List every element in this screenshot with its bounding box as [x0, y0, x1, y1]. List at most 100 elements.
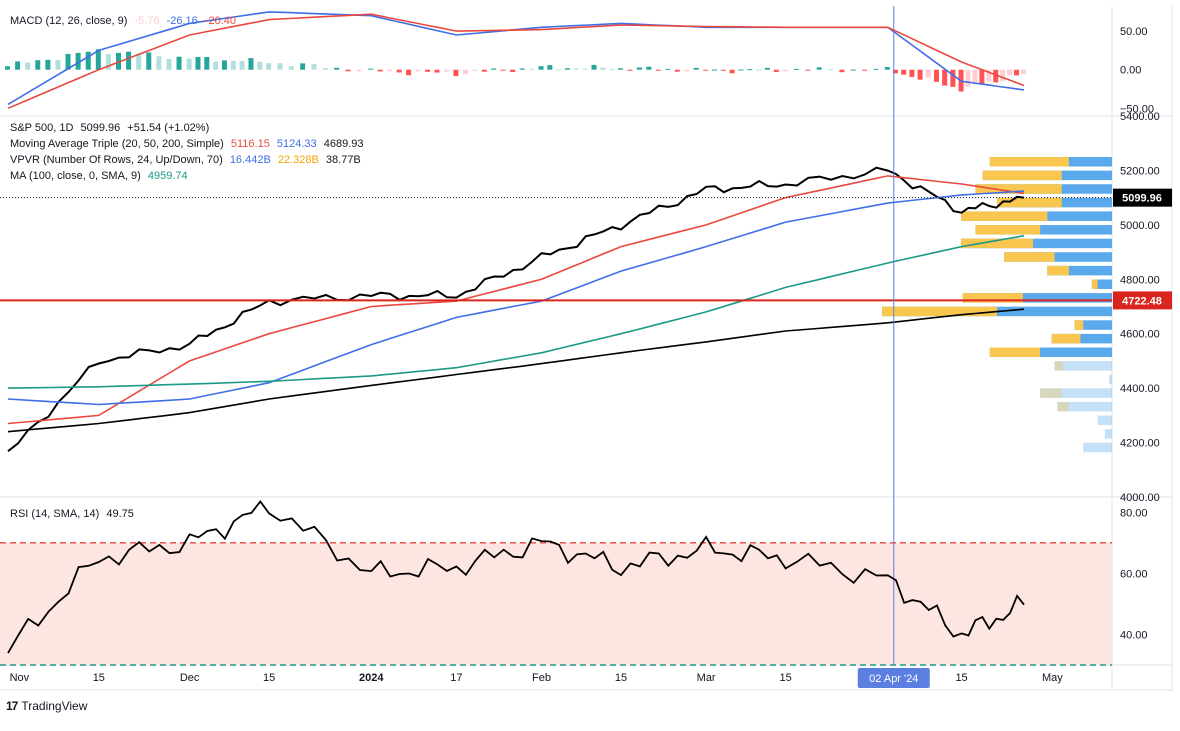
macd-histogram-bar [146, 52, 152, 70]
macd-histogram-bar [816, 67, 822, 70]
macd-histogram-bar [805, 69, 811, 71]
macd-histogram-bar [126, 51, 132, 70]
macd-histogram-bar [45, 59, 51, 70]
vpvr-bar-up [962, 293, 1023, 303]
vpvr-bar-up [1051, 333, 1081, 344]
price-tick-label: 5200.00 [1120, 165, 1160, 177]
macd-histogram-bar [166, 58, 172, 70]
mat-200-value: 4689.93 [323, 138, 364, 150]
macd-histogram-bar [609, 69, 615, 71]
vpvr-bar-up [1004, 252, 1055, 262]
crosshair-date-badge: 02 Apr '24 [869, 673, 918, 685]
macd-histogram-bar [862, 69, 868, 71]
macd-histogram-bar [481, 69, 487, 72]
price-tick-label: 4200.00 [1120, 438, 1160, 450]
macd-histogram-bar [443, 69, 449, 72]
rsi-legend-title: RSI (14, SMA, 14) [10, 508, 100, 520]
macd-line-value: -26.16 [166, 15, 198, 27]
macd-histogram-bar [972, 69, 978, 84]
macd-legend: MACD (12, 26, close, 9) -5.76 -26.16 -20… [10, 13, 240, 29]
macd-histogram-bar [204, 57, 210, 70]
vpvr-bar-down [1091, 279, 1112, 289]
macd-histogram-bar [646, 66, 652, 70]
vpvr-bar-down [1047, 265, 1112, 276]
last-price: 5099.96 [80, 122, 121, 134]
macd-histogram-bar [1007, 69, 1013, 76]
vpvr-bar-down [1109, 374, 1112, 385]
macd-histogram-bar [453, 69, 459, 77]
macd-histogram-bar [1000, 69, 1006, 82]
macd-histogram-bar [600, 67, 606, 70]
vpvr-bar-up [982, 170, 1062, 181]
vpvr-bar-down [1051, 333, 1112, 344]
price-tick-label: 5400.00 [1120, 111, 1160, 123]
macd-histogram-bar [176, 56, 182, 70]
macd-signal-value: -20.40 [204, 15, 237, 27]
macd-histogram-bar [213, 61, 219, 70]
macd-histogram-bar [925, 69, 931, 78]
rsi-tick-label: 60.00 [1120, 568, 1148, 580]
macd-histogram-bar [35, 60, 41, 70]
mat-20-value: 5116.15 [230, 138, 270, 150]
vpvr-bar-up [997, 197, 1062, 208]
level-price-badge: 4722.48 [1122, 295, 1162, 307]
macd-legend-title: MACD (12, 26, close, 9) [10, 15, 128, 27]
macd-histogram-bar [105, 54, 111, 70]
x-tick-label: 15 [263, 672, 275, 684]
macd-histogram-bar [828, 69, 834, 71]
macd-histogram-bar [472, 69, 478, 72]
macd-histogram-bar [892, 69, 898, 74]
macd-histogram-bar [500, 69, 506, 71]
x-tick-label: 15 [779, 672, 791, 684]
macd-histogram-bar [368, 68, 374, 70]
macd-histogram-bar [95, 49, 101, 70]
macd-histogram-bar [573, 68, 579, 70]
macd-histogram-bar [65, 53, 71, 70]
macd-histogram-bar [491, 68, 497, 70]
macd-histogram-bar [239, 61, 245, 70]
vpvr-bar-down [1054, 361, 1112, 371]
macd-histogram-bar [839, 69, 845, 73]
crosshair-date-badge-bg [857, 668, 930, 688]
macd-histogram-bar [901, 69, 907, 75]
macd-histogram-bar [720, 69, 726, 71]
x-tick-label: 2024 [359, 672, 384, 684]
macd-histogram-bar [756, 69, 762, 71]
macd-histogram-bar [75, 52, 81, 70]
macd-histogram-bar [377, 69, 383, 72]
vpvr-bar-up [989, 157, 1069, 167]
price-tick-label: 4800.00 [1120, 274, 1160, 286]
macd-histogram-bar [195, 57, 201, 70]
macd-histogram-bar [85, 51, 91, 70]
macd-histogram-bar [965, 69, 971, 87]
macd-histogram-bar [950, 69, 956, 87]
macd-histogram-bar [257, 61, 263, 70]
macd-histogram-bar [415, 69, 421, 72]
macd-histogram-bar [1021, 69, 1026, 75]
tradingview-brand[interactable]: 17 TradingView [6, 699, 87, 713]
vpvr-bar-up [975, 225, 1041, 235]
level-price-badge-bg [1113, 291, 1172, 310]
x-tick-label: Nov [10, 672, 30, 684]
vpvr-bar-up [961, 238, 1033, 249]
macd-histogram-bar [684, 69, 690, 72]
vpvr-total-value: 38.77B [325, 154, 361, 166]
macd-tick-label: −50.00 [1120, 103, 1154, 115]
vpvr-bar-down [1057, 401, 1112, 412]
macd-histogram-bar [933, 69, 939, 82]
macd-histogram-bar [665, 68, 671, 70]
last-price-badge: 5099.96 [1122, 193, 1162, 205]
macd-histogram-bar [538, 66, 544, 70]
series-line-ma-100 [7, 234, 1025, 389]
macd-histogram-bar [556, 69, 562, 71]
macd-histogram-bar [356, 69, 362, 72]
macd-histogram-bar [547, 65, 553, 70]
macd-histogram-bar [627, 69, 633, 71]
x-tick-label: 15 [955, 672, 967, 684]
price-legend: S&P 500, 1D 5099.96 +51.54 (+1.02%) Movi… [10, 120, 367, 184]
macd-histogram-bar [277, 63, 283, 70]
macd-tick-label: 50.00 [1120, 26, 1148, 38]
vpvr-bar-down [962, 293, 1112, 303]
vpvr-bar-down [1004, 252, 1112, 262]
